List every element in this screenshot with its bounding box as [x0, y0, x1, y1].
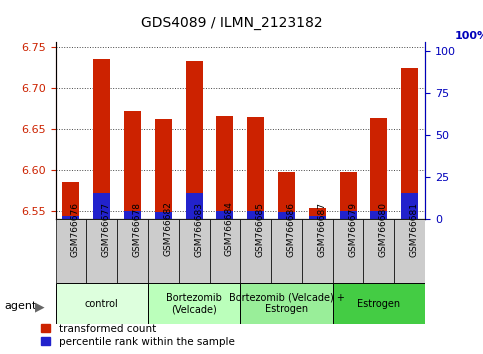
Text: GSM766684: GSM766684: [225, 201, 234, 257]
Text: ▶: ▶: [35, 301, 44, 313]
Bar: [309, 216, 326, 219]
Bar: [155, 212, 172, 219]
Bar: [86, 219, 117, 283]
Bar: [93, 59, 110, 219]
Bar: [216, 116, 233, 219]
Text: GSM766677: GSM766677: [102, 201, 111, 257]
Text: GSM766681: GSM766681: [410, 201, 419, 257]
Text: GSM766686: GSM766686: [286, 201, 296, 257]
Text: GSM766676: GSM766676: [71, 201, 80, 257]
Bar: [401, 193, 418, 219]
Bar: [62, 182, 79, 219]
Bar: [364, 219, 394, 283]
Bar: [124, 211, 141, 219]
Text: GDS4089 / ILMN_2123182: GDS4089 / ILMN_2123182: [141, 16, 323, 30]
Bar: [247, 118, 264, 219]
Bar: [124, 111, 141, 219]
Bar: [370, 118, 387, 219]
Bar: [117, 219, 148, 283]
Bar: [56, 219, 86, 283]
Bar: [340, 172, 356, 219]
Bar: [155, 119, 172, 219]
Bar: [185, 61, 202, 219]
Text: GSM766682: GSM766682: [163, 201, 172, 257]
Legend: transformed count, percentile rank within the sample: transformed count, percentile rank withi…: [39, 321, 237, 349]
Bar: [247, 211, 264, 219]
Bar: [278, 172, 295, 219]
Bar: [210, 219, 240, 283]
Text: GSM766678: GSM766678: [132, 201, 142, 257]
Bar: [93, 193, 110, 219]
Text: GSM766687: GSM766687: [317, 201, 327, 257]
Bar: [148, 283, 241, 324]
Bar: [62, 216, 79, 219]
Bar: [302, 219, 333, 283]
Text: GSM766685: GSM766685: [256, 201, 265, 257]
Text: agent: agent: [5, 301, 37, 311]
Bar: [240, 283, 333, 324]
Bar: [309, 208, 326, 219]
Bar: [271, 219, 302, 283]
Text: GSM766679: GSM766679: [348, 201, 357, 257]
Bar: [56, 283, 148, 324]
Bar: [340, 211, 356, 219]
Bar: [216, 211, 233, 219]
Text: control: control: [85, 298, 119, 309]
Bar: [333, 283, 425, 324]
Bar: [179, 219, 210, 283]
Text: Bortezomib (Velcade) +
Estrogen: Bortezomib (Velcade) + Estrogen: [228, 293, 344, 314]
Bar: [148, 219, 179, 283]
Bar: [394, 219, 425, 283]
Bar: [240, 219, 271, 283]
Bar: [401, 68, 418, 219]
Bar: [278, 212, 295, 219]
Text: GSM766680: GSM766680: [379, 201, 388, 257]
Text: Estrogen: Estrogen: [357, 298, 400, 309]
Text: GSM766683: GSM766683: [194, 201, 203, 257]
Text: 100%: 100%: [455, 31, 483, 41]
Bar: [370, 211, 387, 219]
Bar: [185, 193, 202, 219]
Bar: [333, 219, 364, 283]
Text: Bortezomib
(Velcade): Bortezomib (Velcade): [166, 293, 222, 314]
